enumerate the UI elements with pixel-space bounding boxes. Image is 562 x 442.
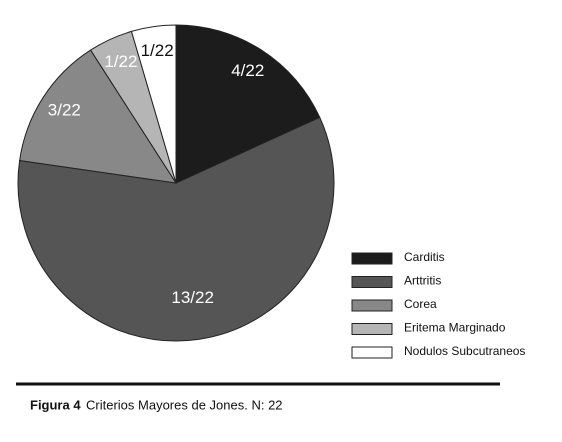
pie-slice xyxy=(130,24,177,184)
legend-label: Carditis xyxy=(404,250,445,264)
legend-swatch xyxy=(351,346,393,359)
legend-swatch xyxy=(351,276,393,288)
legend-swatch xyxy=(351,299,393,312)
legend-label: Corea xyxy=(404,297,437,311)
slice-label: 13/22 xyxy=(171,288,214,307)
pie-slice xyxy=(17,116,335,342)
legend-swatch xyxy=(351,323,393,335)
slice-label: 3/22 xyxy=(48,101,81,120)
slice-label: 1/22 xyxy=(104,52,137,71)
legend-label: Eritema Marginado xyxy=(404,321,506,335)
legend-label: Nodulos Subcutraneos xyxy=(404,344,525,358)
slice-label: 4/22 xyxy=(231,61,264,80)
legend-label: Arttritis xyxy=(404,274,441,288)
caption-text: Criterios Mayores de Jones. N: 22 xyxy=(86,397,283,412)
pie-slice xyxy=(19,49,178,184)
pie-slice xyxy=(175,24,321,184)
slice-label: 1/22 xyxy=(141,41,174,60)
caption-label: Figura 4 xyxy=(30,397,81,412)
legend-swatch xyxy=(351,252,393,265)
